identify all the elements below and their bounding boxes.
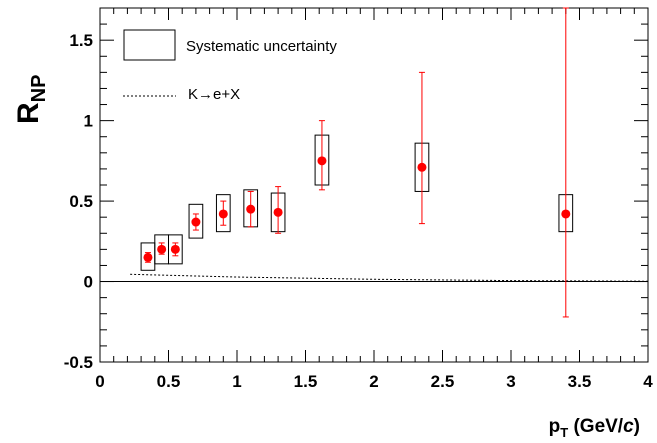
systematic-box: [168, 234, 183, 265]
legend-label-kaon: K→e+X: [188, 86, 240, 103]
legend-box-symbol: [123, 29, 176, 61]
y-axis-title: RNP: [12, 75, 50, 124]
y-tick-label: -0.5: [64, 353, 93, 372]
tick-labels: 0 0.5 1 1.5 2 2.5 3 3.5 4-0.500.511.5: [64, 31, 654, 391]
data-point: [157, 244, 167, 254]
x-axis-title-sub: T: [560, 425, 568, 440]
kaon-decay-curve: [130, 273, 649, 282]
systematic-boxes: [140, 134, 574, 271]
x-tick-label: 2.5: [431, 372, 455, 391]
x-tick-label: 4: [643, 372, 653, 391]
data-point: [170, 244, 180, 254]
x-tick-label: 1.5: [294, 372, 318, 391]
data-point: [143, 252, 153, 262]
data-markers: [143, 156, 571, 262]
y-axis-title-sub: NP: [28, 75, 50, 103]
x-tick-label: 1: [232, 372, 241, 391]
data-point: [317, 156, 327, 166]
legend-label-systematic: Systematic uncertainty: [186, 38, 337, 55]
y-tick-label: 0: [84, 273, 93, 292]
data-point: [417, 162, 427, 172]
x-tick-label: 0.5: [157, 372, 181, 391]
data-point: [191, 217, 201, 227]
y-tick-label: 1.5: [69, 31, 93, 50]
data-point: [246, 204, 256, 214]
systematic-box: [188, 203, 204, 239]
x-axis-title: pT (GeV/c): [549, 416, 640, 440]
x-tick-label: 3: [506, 372, 515, 391]
x-axis-title-italic: c: [623, 416, 634, 437]
data-point: [273, 207, 283, 217]
data-point: [561, 209, 571, 219]
x-tick-label: 2: [369, 372, 378, 391]
x-tick-label: 0: [95, 372, 104, 391]
x-axis-title-rest: (GeV/: [568, 416, 624, 437]
x-axis-title-close: ): [634, 416, 640, 437]
y-tick-label: 1: [84, 112, 93, 131]
x-tick-label: 3.5: [568, 372, 592, 391]
data-point: [218, 209, 228, 219]
legend: Systematic uncertainty K→e+X: [123, 29, 337, 103]
systematic-box: [215, 194, 231, 233]
x-axis-title-main: p: [549, 416, 561, 437]
y-tick-label: 0.5: [69, 192, 93, 211]
kaon-curve: [130, 273, 649, 282]
y-axis-title-main: R: [12, 102, 45, 124]
